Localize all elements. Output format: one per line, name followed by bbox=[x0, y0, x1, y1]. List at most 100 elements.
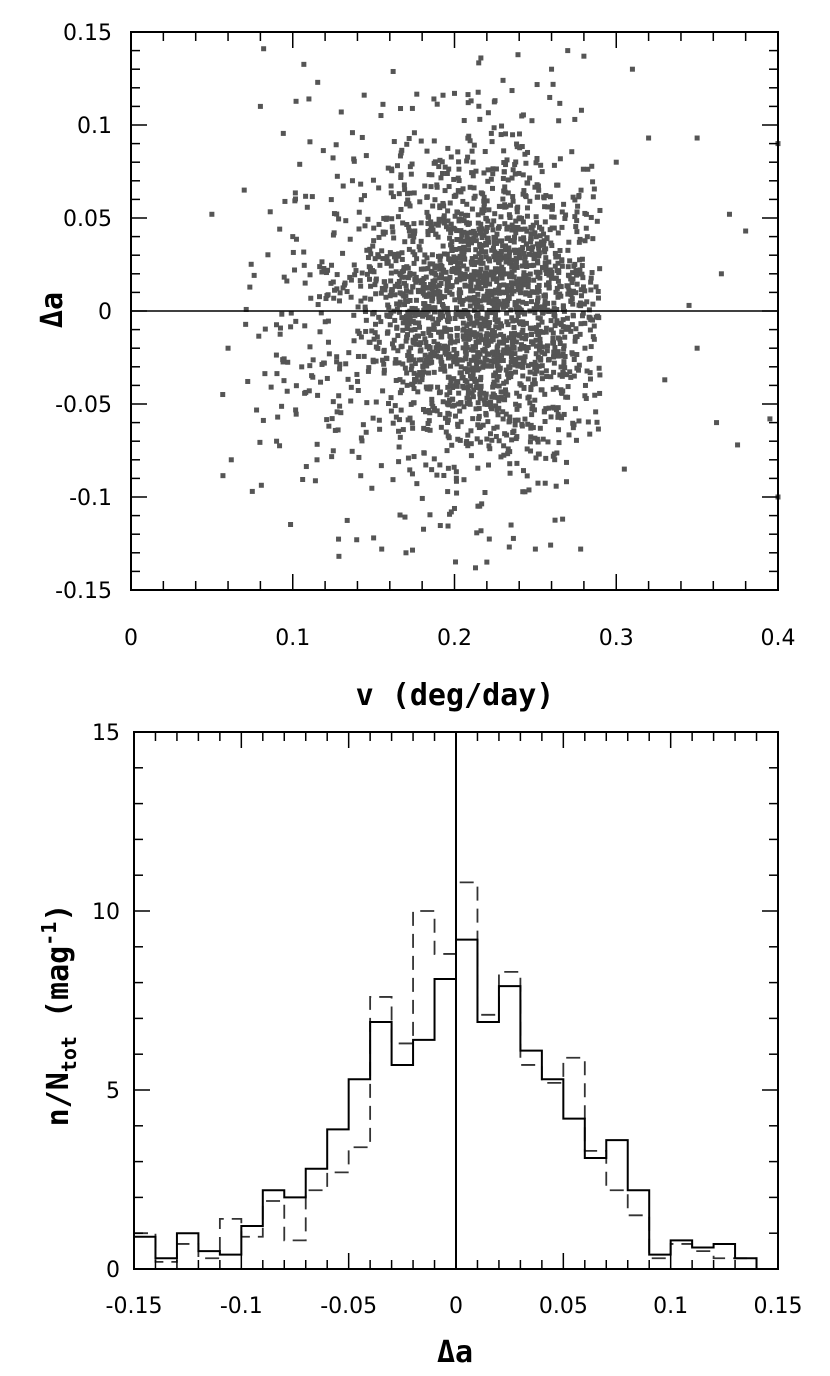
scatter-point bbox=[419, 371, 425, 377]
scatter-point bbox=[408, 327, 414, 333]
scatter-point bbox=[442, 325, 448, 331]
scatter-point bbox=[494, 231, 500, 237]
scatter-point bbox=[500, 357, 506, 363]
scatter-point bbox=[489, 292, 495, 298]
scatter-point bbox=[454, 361, 460, 367]
scatter-point bbox=[416, 320, 422, 326]
scatter-point bbox=[458, 271, 464, 277]
scatter-point bbox=[292, 190, 298, 196]
scatter-point bbox=[504, 157, 510, 163]
scatter-point bbox=[453, 192, 459, 198]
scatter-point bbox=[520, 373, 526, 379]
scatter-point bbox=[621, 466, 627, 472]
scatter-point bbox=[444, 171, 450, 177]
scatter-point bbox=[557, 341, 563, 347]
scatter-point bbox=[552, 263, 558, 269]
scatter-point bbox=[465, 329, 471, 335]
scatter-point bbox=[591, 186, 597, 192]
scatter-point bbox=[555, 349, 561, 355]
y-tick-label: 0 bbox=[98, 300, 112, 325]
scatter-point bbox=[441, 364, 447, 370]
scatter-point bbox=[421, 259, 427, 265]
scatter-point bbox=[528, 238, 534, 244]
scatter-point bbox=[439, 159, 445, 165]
scatter-point bbox=[513, 317, 519, 323]
scatter-point bbox=[580, 284, 586, 290]
scatter-point bbox=[439, 170, 445, 176]
scatter-point bbox=[274, 438, 280, 444]
scatter-point bbox=[325, 339, 331, 345]
x-tick-label: 0.1 bbox=[275, 626, 310, 651]
scatter-point bbox=[491, 304, 497, 310]
scatter-point bbox=[533, 269, 539, 275]
scatter-point bbox=[468, 373, 474, 379]
scatter-point bbox=[393, 252, 399, 258]
scatter-point bbox=[460, 334, 466, 340]
scatter-point bbox=[452, 315, 458, 321]
scatter-point bbox=[501, 380, 507, 386]
scatter-point bbox=[426, 346, 432, 352]
scatter-point bbox=[498, 332, 504, 338]
scatter-point bbox=[561, 359, 567, 365]
scatter-point bbox=[485, 294, 491, 300]
scatter-point bbox=[469, 206, 475, 212]
scatter-point bbox=[496, 286, 502, 292]
scatter-point bbox=[445, 419, 451, 425]
scatter-point bbox=[487, 338, 493, 344]
scatter-point bbox=[504, 271, 510, 277]
scatter-point bbox=[464, 323, 470, 329]
scatter-point bbox=[542, 351, 548, 357]
scatter-point bbox=[429, 396, 435, 402]
scatter-point bbox=[425, 370, 431, 376]
scatter-point bbox=[361, 193, 367, 199]
scatter-point bbox=[570, 425, 576, 431]
scatter-point bbox=[293, 407, 299, 413]
scatter-point bbox=[548, 275, 554, 281]
scatter-point bbox=[503, 350, 509, 356]
scatter-point bbox=[490, 166, 496, 172]
scatter-point bbox=[694, 135, 700, 141]
scatter-point bbox=[521, 235, 527, 241]
scatter-point bbox=[337, 290, 343, 296]
scatter-point bbox=[455, 436, 461, 442]
scatter-point bbox=[273, 352, 279, 358]
scatter-point bbox=[510, 167, 516, 173]
scatter-point bbox=[584, 368, 590, 374]
scatter-point bbox=[452, 297, 458, 303]
scatter-point bbox=[378, 463, 384, 469]
scatter-point bbox=[461, 385, 467, 391]
scatter-point bbox=[511, 239, 517, 245]
scatter-point bbox=[277, 331, 283, 337]
scatter-point bbox=[372, 330, 378, 336]
scatter-point bbox=[511, 234, 517, 240]
scatter-point bbox=[468, 278, 474, 284]
scatter-point bbox=[556, 427, 562, 433]
scatter-point bbox=[428, 268, 434, 274]
scatter-point bbox=[450, 403, 456, 409]
scatter-point bbox=[552, 457, 558, 463]
scatter-point bbox=[525, 284, 531, 290]
scatter-point bbox=[484, 279, 490, 285]
scatter-point bbox=[368, 268, 374, 274]
scatter-point bbox=[388, 278, 394, 284]
scatter-point bbox=[364, 271, 370, 277]
scatter-point bbox=[435, 384, 441, 390]
scatter-point bbox=[540, 305, 546, 311]
scatter-point bbox=[511, 324, 517, 330]
scatter-point bbox=[516, 355, 522, 361]
scatter-point bbox=[446, 402, 452, 408]
scatter-point bbox=[445, 433, 451, 439]
scatter-point bbox=[471, 387, 477, 393]
scatter-point bbox=[410, 425, 416, 431]
scatter-point bbox=[399, 274, 405, 280]
scatter-point bbox=[483, 335, 489, 341]
scatter-point bbox=[424, 363, 430, 369]
scatter-point bbox=[396, 428, 402, 434]
histogram-dashed-series bbox=[134, 881, 758, 1269]
scatter-point bbox=[526, 277, 532, 283]
x-tick-label: 0.05 bbox=[539, 1294, 588, 1319]
scatter-point bbox=[399, 387, 405, 393]
histogram-plot-frame bbox=[133, 731, 779, 1270]
scatter-point bbox=[464, 201, 470, 207]
